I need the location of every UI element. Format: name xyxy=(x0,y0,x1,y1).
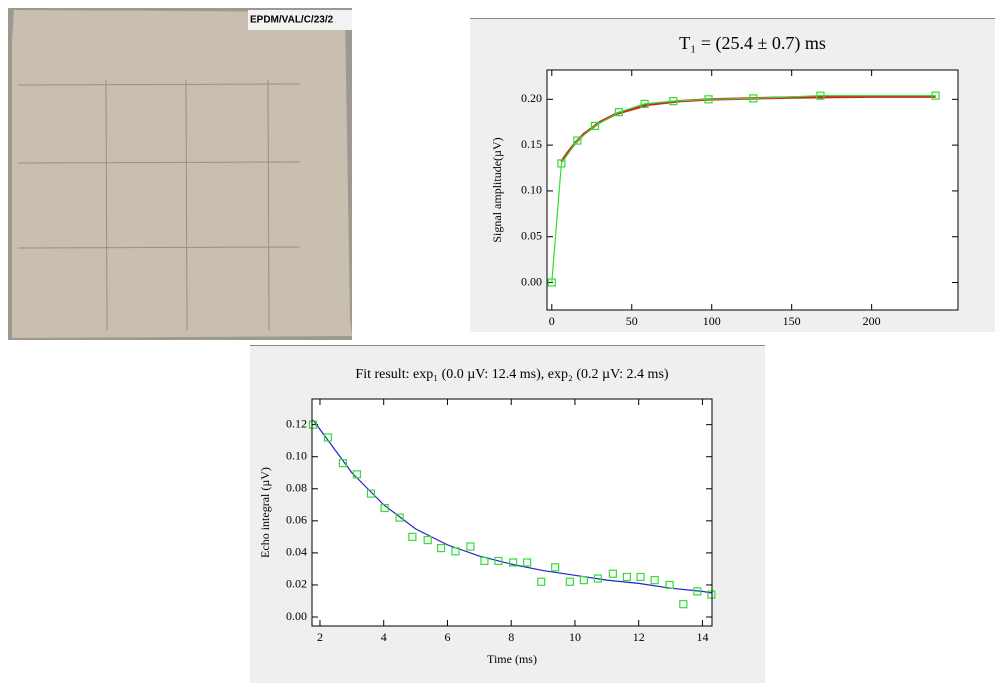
y-tick-label: 0.00 xyxy=(521,274,542,288)
x-tick-label: 14 xyxy=(696,630,708,644)
y-tick-label: 0.02 xyxy=(286,577,307,591)
y-tick-label: 0.10 xyxy=(521,183,542,197)
chart-title: T₁ = (25.4 ± 0.7) ms xyxy=(679,33,826,54)
y-tick-label: 0.04 xyxy=(286,545,307,559)
data-point xyxy=(551,563,560,572)
data-point xyxy=(366,489,376,498)
y-axis-label: Echo integral (µV) xyxy=(258,467,272,558)
data-point xyxy=(669,97,678,106)
x-tick-label: 6 xyxy=(444,630,450,644)
sample-photo: EPDM/VAL/C/23/2 xyxy=(8,8,352,340)
plot-frame xyxy=(546,69,959,311)
data-point xyxy=(509,558,518,567)
data-point xyxy=(395,513,404,522)
data-point xyxy=(614,108,624,117)
data-point xyxy=(816,91,825,100)
x-tick-label: 50 xyxy=(626,314,638,328)
x-tick-label: 2 xyxy=(317,630,323,644)
data-point xyxy=(352,470,362,479)
data-point xyxy=(408,532,417,541)
sample-tag-text: EPDM/VAL/C/23/2 xyxy=(250,15,334,26)
plot-frame xyxy=(311,398,713,627)
y-tick-label: 0.06 xyxy=(286,513,307,527)
x-tick-label: 8 xyxy=(508,630,514,644)
data-point xyxy=(436,543,446,553)
x-tick-label: 100 xyxy=(703,314,721,328)
plot-area xyxy=(312,399,712,626)
y-axis-label: Signal amplitude(µV) xyxy=(490,137,504,242)
data-point xyxy=(423,535,432,545)
data-point xyxy=(608,569,617,578)
data-point xyxy=(707,590,716,599)
data-point xyxy=(622,572,632,582)
data-point xyxy=(466,542,475,551)
chart-panel: T₁ = (25.4 ± 0.7) ms Signal amplitude(µV)… xyxy=(470,18,995,332)
y-tick-label: 0.00 xyxy=(286,609,307,623)
data-point xyxy=(590,121,600,130)
data-point xyxy=(665,580,674,590)
data-point xyxy=(523,558,532,567)
series-line xyxy=(551,95,936,283)
data-point xyxy=(547,278,556,287)
data-point xyxy=(480,556,489,566)
data-point xyxy=(679,600,688,609)
sample-tag xyxy=(248,10,352,30)
data-point xyxy=(704,95,713,104)
data-point xyxy=(565,577,574,586)
x-tick-label: 12 xyxy=(633,630,645,644)
data-point xyxy=(640,99,649,108)
data-point xyxy=(557,159,566,168)
series-line xyxy=(312,419,713,594)
data-point xyxy=(749,94,758,103)
data-point xyxy=(537,577,546,586)
y-tick-label: 0.12 xyxy=(286,416,307,430)
data-point xyxy=(650,576,659,585)
chart-title: Fit result: exp₁ (0.0 µV: 12.4 ms), exp₂… xyxy=(355,367,668,382)
y-tick-label: 0.15 xyxy=(521,137,542,151)
data-point xyxy=(636,572,645,582)
data-point xyxy=(338,459,348,468)
sample-grid xyxy=(17,79,301,331)
data-point xyxy=(693,587,702,596)
x-tick-label: 10 xyxy=(569,630,581,644)
y-tick-label: 0.08 xyxy=(286,481,307,495)
x-tick-label: 200 xyxy=(863,314,881,328)
data-point xyxy=(323,433,333,442)
data-point xyxy=(494,556,503,566)
x-tick-label: 0 xyxy=(549,314,555,328)
sample-sheet xyxy=(12,10,352,338)
y-tick-label: 0.10 xyxy=(286,448,307,462)
y-tick-label: 0.20 xyxy=(521,91,542,105)
x-tick-label: 4 xyxy=(381,630,387,644)
y-tick-label: 0.05 xyxy=(521,228,542,242)
x-axis-label: Time (ms) xyxy=(487,652,537,666)
data-point xyxy=(308,420,318,429)
data-point xyxy=(579,576,588,585)
data-point xyxy=(380,503,389,513)
data-point xyxy=(573,136,582,145)
data-point xyxy=(451,547,460,556)
x-tick-label: 150 xyxy=(783,314,801,328)
chart-panel: Fit result: exp₁ (0.0 µV: 12.4 ms), exp₂… xyxy=(250,345,765,683)
data-point xyxy=(931,91,940,100)
plot-area xyxy=(547,70,958,310)
data-point xyxy=(593,574,602,583)
